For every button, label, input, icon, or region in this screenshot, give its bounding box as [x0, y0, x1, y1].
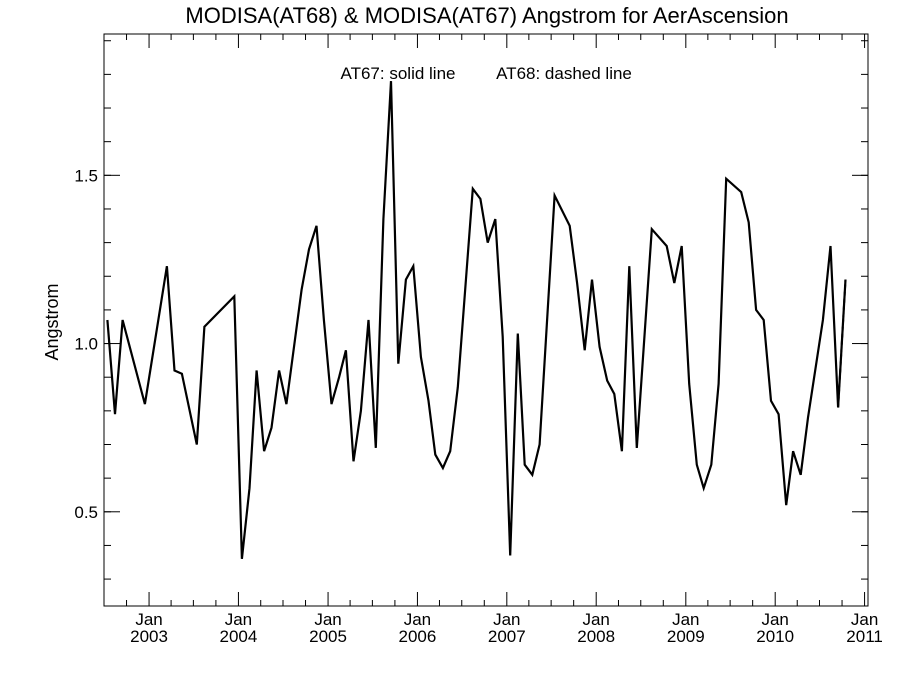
x-tick-month-label: Jan [314, 610, 341, 629]
y-axis-label: Angstrom [42, 283, 62, 360]
x-tick-year-label: 2009 [667, 627, 705, 646]
x-tick-month-label: Jan [672, 610, 699, 629]
legend-dashed-label: AT68: dashed line [496, 64, 632, 83]
x-tick-month-label: Jan [851, 610, 878, 629]
chart-title: MODISA(AT68) & MODISA(AT67) Angstrom for… [185, 3, 788, 28]
x-tick-year-label: 2005 [309, 627, 347, 646]
x-tick-month-label: Jan [225, 610, 252, 629]
series-layer [106, 81, 847, 560]
series-at68 [837, 279, 847, 408]
plot-frame [103, 33, 869, 607]
y-tick-label: 1.0 [74, 335, 98, 354]
x-tick-month-label: Jan [761, 610, 788, 629]
series-line-at68 [837, 279, 847, 408]
x-tick-year-label: 2003 [130, 627, 168, 646]
x-tick-month-label: Jan [582, 610, 609, 629]
x-tick-month-label: Jan [404, 610, 431, 629]
x-tick-month-label: Jan [135, 610, 162, 629]
legend-solid-label: AT67: solid line [341, 64, 456, 83]
axis-ticks: 0.51.01.5Jan2003Jan2004Jan2005Jan2006Jan… [74, 34, 883, 646]
x-tick-year-label: 2010 [756, 627, 794, 646]
x-tick-year-label: 2007 [488, 627, 526, 646]
x-tick-year-label: 2011 [846, 627, 883, 646]
series-at67 [106, 81, 847, 560]
x-tick-year-label: 2004 [220, 627, 258, 646]
y-tick-label: 0.5 [74, 503, 98, 522]
x-tick-month-label: Jan [493, 610, 520, 629]
series-line-at67 [106, 81, 847, 560]
x-tick-year-label: 2008 [577, 627, 615, 646]
x-tick-year-label: 2006 [399, 627, 437, 646]
y-tick-label: 1.5 [74, 166, 98, 185]
